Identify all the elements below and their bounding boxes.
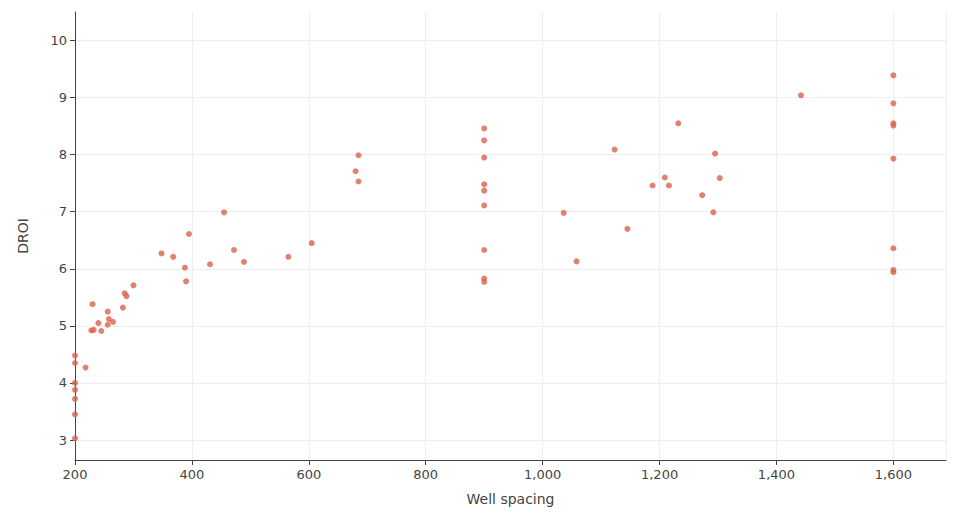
svg-text:4: 4 [59, 375, 67, 390]
svg-text:3: 3 [59, 433, 67, 448]
svg-text:200: 200 [63, 467, 88, 482]
svg-text:Well spacing: Well spacing [467, 491, 555, 507]
svg-text:5: 5 [59, 318, 67, 333]
svg-text:7: 7 [59, 204, 67, 219]
svg-text:400: 400 [179, 467, 204, 482]
svg-text:600: 600 [296, 467, 321, 482]
svg-text:8: 8 [59, 147, 67, 162]
svg-text:9: 9 [59, 90, 67, 105]
svg-text:10: 10 [50, 33, 67, 48]
svg-text:1,000: 1,000 [524, 467, 561, 482]
svg-text:DROI: DROI [15, 218, 31, 254]
svg-text:1,200: 1,200 [641, 467, 678, 482]
svg-text:1,600: 1,600 [875, 467, 912, 482]
svg-text:1,400: 1,400 [758, 467, 795, 482]
svg-text:6: 6 [59, 261, 67, 276]
svg-text:800: 800 [413, 467, 438, 482]
